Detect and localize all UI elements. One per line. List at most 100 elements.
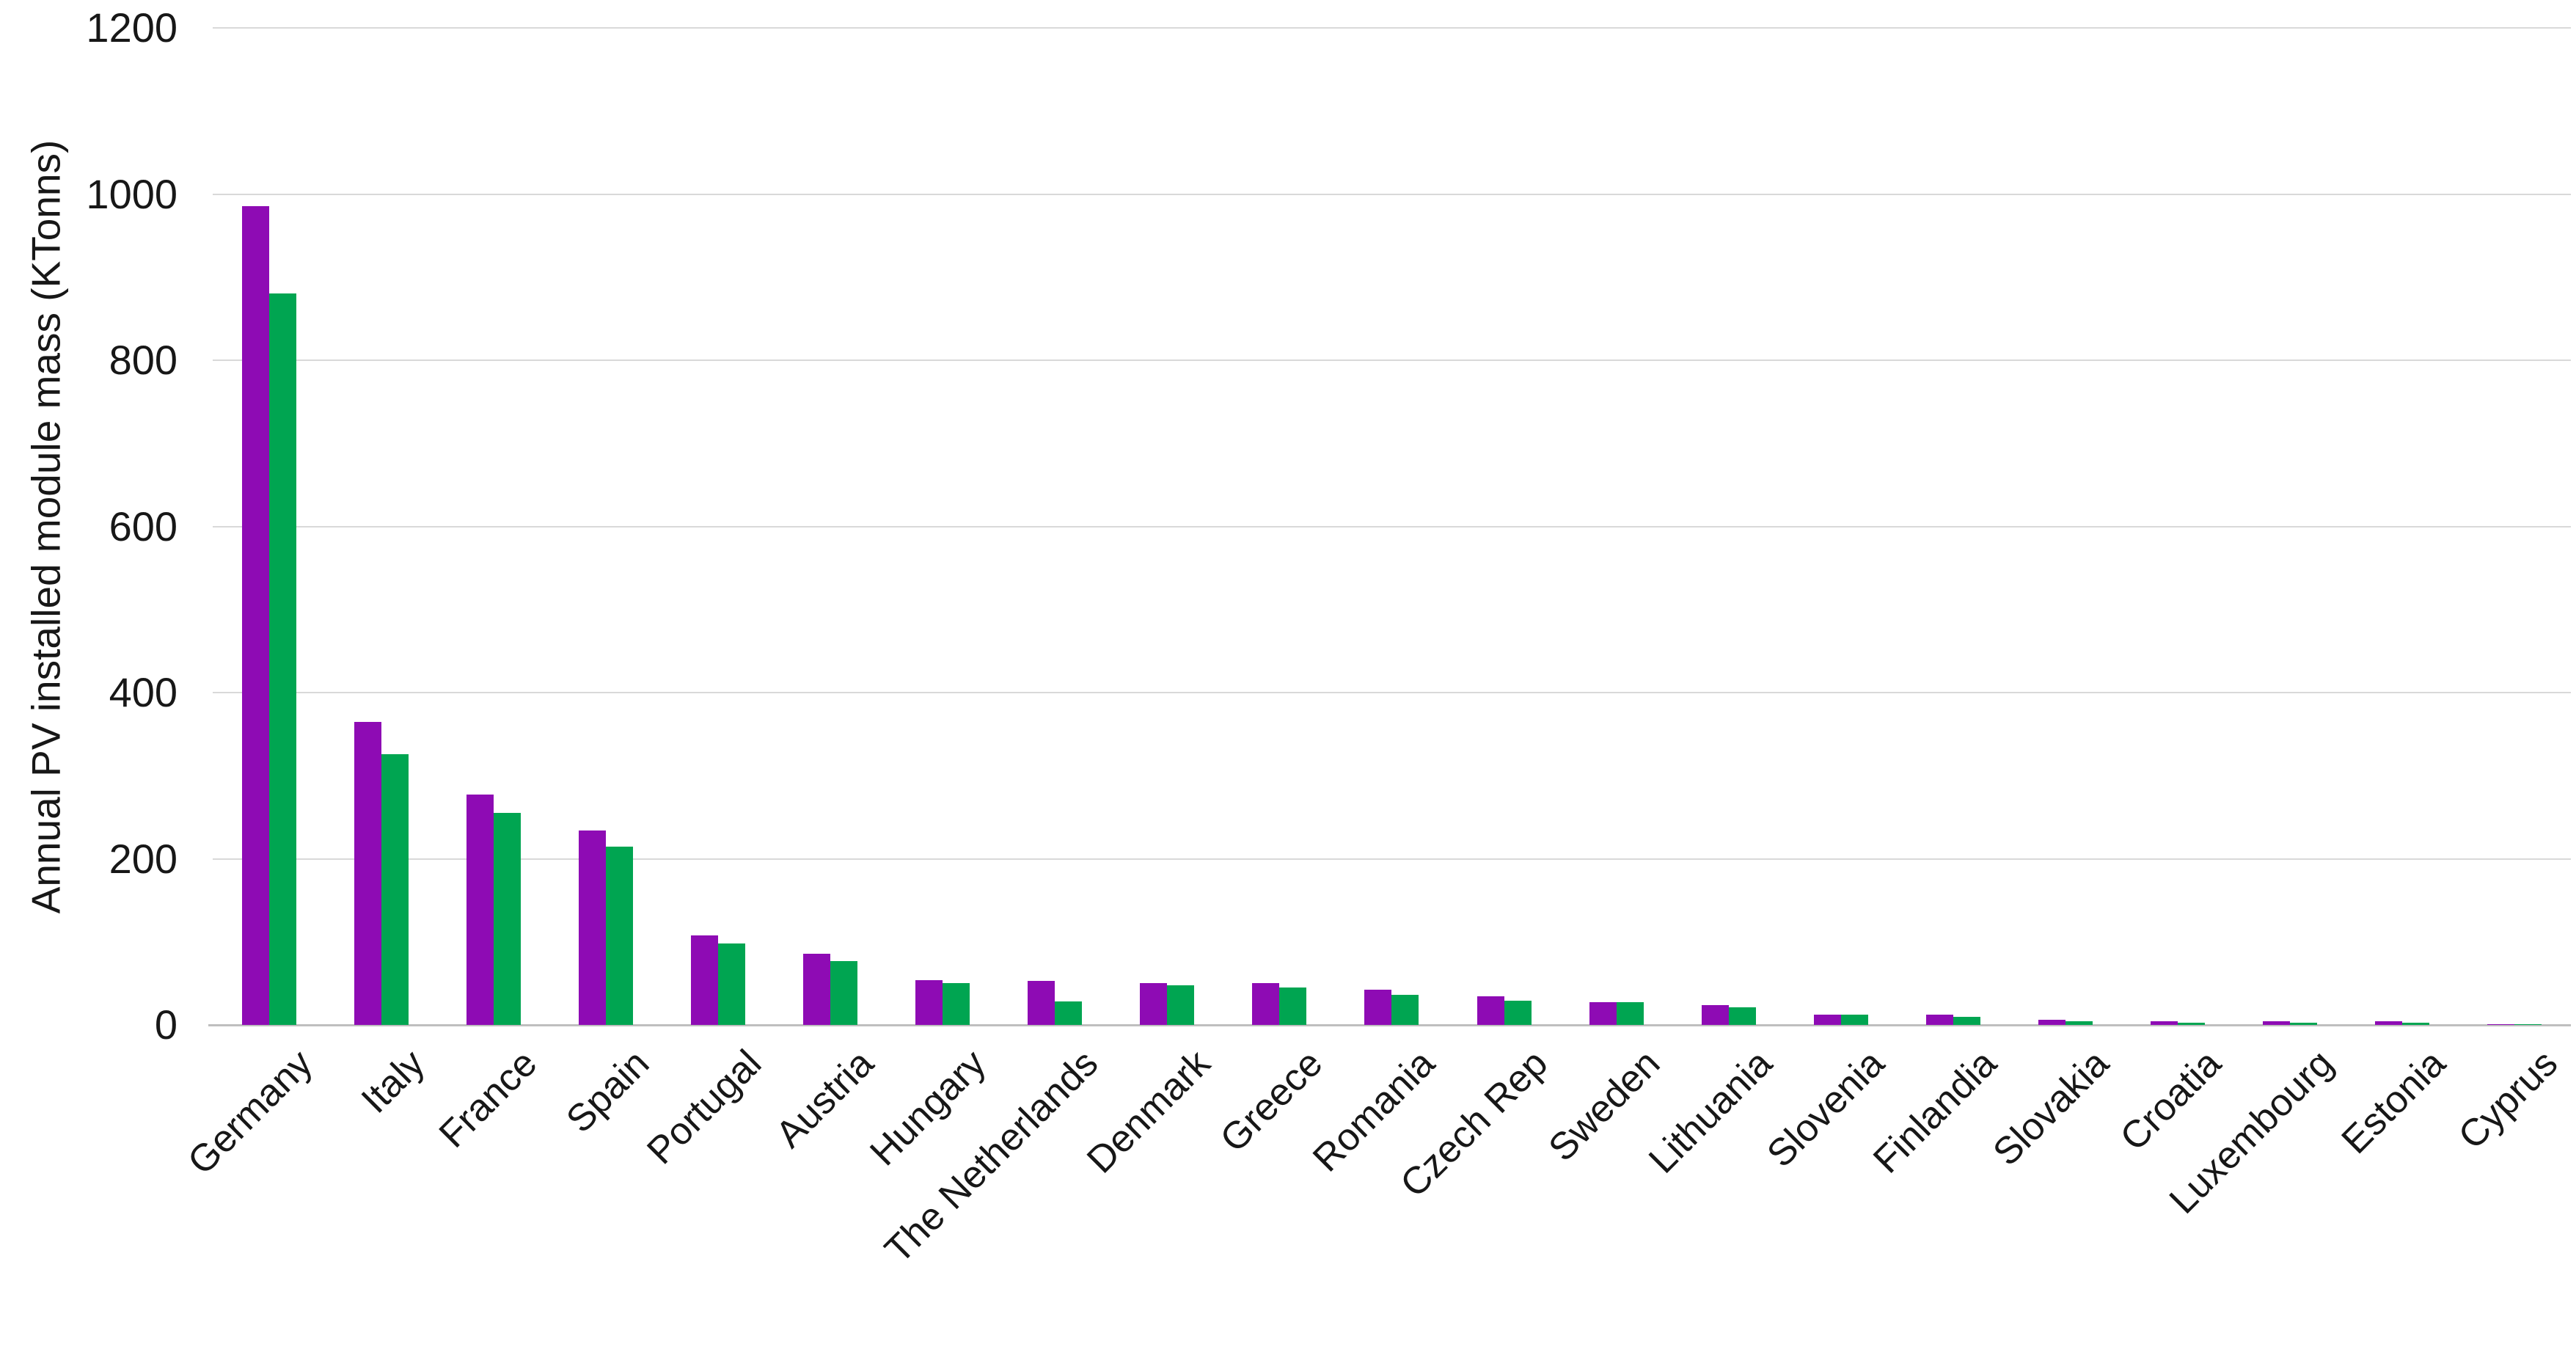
bar-purple-hungary [915,980,943,1025]
bar-green-czech-rep [1504,1001,1532,1025]
category-finlandia: Finlandia [1865,0,2009,1369]
bar-purple-france [466,795,494,1025]
bar-green-luxembourg [2290,1023,2318,1025]
bar-pair [1813,1015,1868,1025]
gridline-600 [213,525,2571,527]
bar-pair [578,830,633,1025]
category-lithuania: Lithuania [1641,0,1785,1369]
x-tick-label-germany: Germany [179,1042,321,1183]
y-tick-label-1000: 1000 [86,170,178,217]
gridline-200 [213,858,2571,860]
bar-green-france [493,813,521,1025]
bar-purple-greece [1252,983,1280,1025]
bar-green-lithuania [1728,1007,1756,1025]
y-tick-label-200: 200 [109,835,178,882]
bar-pair [1925,1015,1980,1025]
category-slovakia: Slovakia [1985,0,2122,1369]
bar-pair [2151,1021,2206,1025]
category-italy: Italy [325,0,437,1369]
bar-pair [466,795,521,1025]
bar-purple-austria [803,954,831,1025]
bar-green-the-netherlands [1055,1001,1083,1025]
x-tick-label-france: France [431,1042,546,1156]
gridline-1200 [213,27,2571,29]
bar-pair [915,980,970,1025]
bar-purple-slovenia [1813,1015,1841,1025]
bar-green-austria [830,961,858,1025]
gridline-800 [213,359,2571,361]
category-austria: Austria [768,0,886,1369]
bar-green-croatia [2178,1023,2206,1025]
bar-pair [1477,996,1532,1025]
categories-row: Germany Italy France Spain Portugal Austria Hu… [180,0,2571,1369]
bar-purple-italy [354,722,381,1025]
y-tick-label-0: 0 [154,1001,178,1048]
bar-green-portugal [717,943,745,1025]
category-portugal: Portugal [639,0,774,1369]
category-the-netherlands: The Netherlands [877,0,1111,1369]
gridline-1000 [213,193,2571,195]
bar-purple-denmark [1140,983,1168,1025]
bar-green-estonia [2402,1023,2430,1025]
bar-purple-estonia [2375,1021,2403,1025]
y-tick-label-400: 400 [109,669,178,715]
x-tick-label-estonia: Estonia [2333,1042,2454,1162]
y-tick-label-600: 600 [109,503,178,550]
bar-green-italy [381,754,409,1025]
bar-green-greece [1279,987,1307,1025]
category-czech-rep: Czech Rep [1392,0,1560,1369]
category-denmark: Denmark [1079,0,1223,1369]
x-tick-label-italy: Italy [353,1042,433,1122]
category-greece: Greece [1212,0,1336,1369]
bar-purple-cyprus [2487,1024,2515,1025]
bar-purple-slovakia [2038,1020,2066,1025]
y-tick-label-1200: 1200 [86,4,178,51]
bar-green-denmark [1167,985,1195,1025]
category-estonia: Estonia [2334,0,2459,1369]
bar-purple-luxembourg [2263,1021,2291,1025]
bar-purple-portugal [690,935,718,1025]
bar-purple-lithuania [1701,1005,1729,1025]
bar-purple-spain [578,830,606,1025]
category-romania: Romania [1306,0,1448,1369]
bar-green-romania [1391,995,1419,1025]
bar-pair [1028,981,1083,1025]
bar-purple-the-netherlands [1028,981,1055,1025]
bar-purple-germany [241,206,269,1025]
bar-green-hungary [943,983,970,1025]
bar-green-spain [605,847,633,1025]
bar-pair [1701,1005,1756,1025]
x-tick-label-austria: Austria [767,1042,882,1156]
bar-purple-croatia [2151,1021,2178,1025]
bar-pair [690,935,745,1025]
bar-purple-finlandia [1925,1015,1953,1025]
bar-green-slovenia [1840,1015,1868,1025]
bar-green-cyprus [2514,1024,2542,1025]
bar-green-germany [268,293,296,1025]
x-tick-label-spain: Spain [558,1042,658,1142]
category-slovenia: Slovenia [1759,0,1897,1369]
bar-green-slovakia [2065,1021,2093,1025]
bar-pair [1364,990,1419,1025]
bar-purple-czech-rep [1477,996,1504,1025]
category-spain: Spain [549,0,662,1369]
bar-green-sweden [1616,1002,1644,1025]
bar-pair [1140,983,1195,1025]
bar-pair [2263,1021,2318,1025]
gridline-400 [213,692,2571,693]
bar-green-finlandia [1953,1017,1980,1025]
bar-pair [1589,1002,1644,1025]
bar-purple-sweden [1589,1002,1617,1025]
x-axis-line [208,1024,2571,1026]
category-germany: Germany [180,0,325,1369]
bar-pair [2375,1021,2430,1025]
category-france: France [431,0,549,1369]
x-tick-label-cyprus: Cyprus [2451,1042,2566,1158]
bar-pair [241,206,296,1025]
plot-area: 0 200 400 600 800 1000 1200 Germany Italy France S… [86,0,2571,1369]
category-luxembourg: Luxembourg [2162,0,2346,1369]
bar-pair [2487,1024,2542,1025]
bar-pair [803,954,858,1025]
bar-pair [2038,1020,2093,1025]
